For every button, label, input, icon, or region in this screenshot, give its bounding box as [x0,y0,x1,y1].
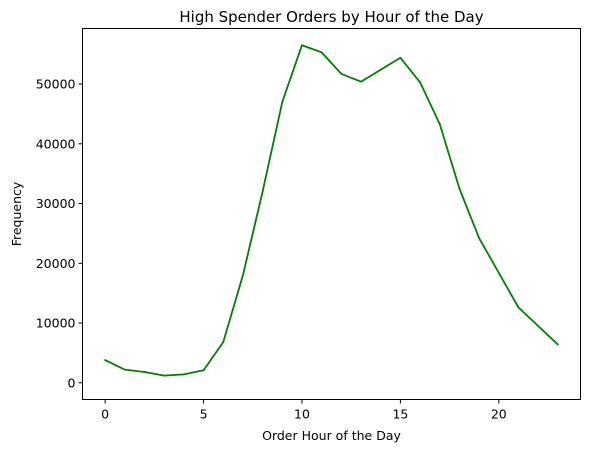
series-line-0 [104,44,559,377]
y-tick-label: 30000 [36,196,76,211]
data-point [537,325,540,327]
data-point [438,123,441,125]
plot-area [104,44,559,377]
x-axis-label: Order Hour of the Day [262,428,401,443]
data-point [281,101,284,103]
y-tick-label: 10000 [36,316,76,331]
data-point [340,73,343,75]
y-tick-label: 50000 [36,77,76,92]
data-point [202,369,205,372]
y-tick-label: 20000 [36,256,76,271]
data-point [301,44,303,47]
y-axis: 0 10000 20000 30000 40000 50000 [36,77,83,390]
data-point [104,359,107,361]
data-point [379,68,382,71]
x-tick-label: 0 [101,407,109,422]
data-point [517,306,520,309]
data-point [242,274,244,277]
y-tick-label: 40000 [36,136,76,151]
y-tick-label: 0 [68,375,76,390]
data-point [419,81,421,84]
data-point [261,190,264,193]
data-point [360,80,362,83]
x-tick-label: 20 [491,407,507,422]
x-tick-label: 15 [392,407,408,422]
data-point [163,374,166,377]
axes-frame [82,28,581,400]
data-point [143,371,146,373]
data-point [478,237,481,240]
y-axis-label: Frequency [9,181,24,246]
data-point [123,368,126,371]
data-point [399,56,402,59]
data-point [320,51,323,54]
data-point [497,271,500,274]
x-tick-label: 10 [294,407,310,422]
data-point [556,343,559,346]
x-tick-label: 5 [200,407,208,422]
chart-title: High Spender Orders by Hour of the Day [179,8,483,26]
data-point [222,341,225,344]
x-axis: 0 5 10 15 20 [101,399,507,422]
data-point [182,373,185,376]
data-point [458,187,461,190]
